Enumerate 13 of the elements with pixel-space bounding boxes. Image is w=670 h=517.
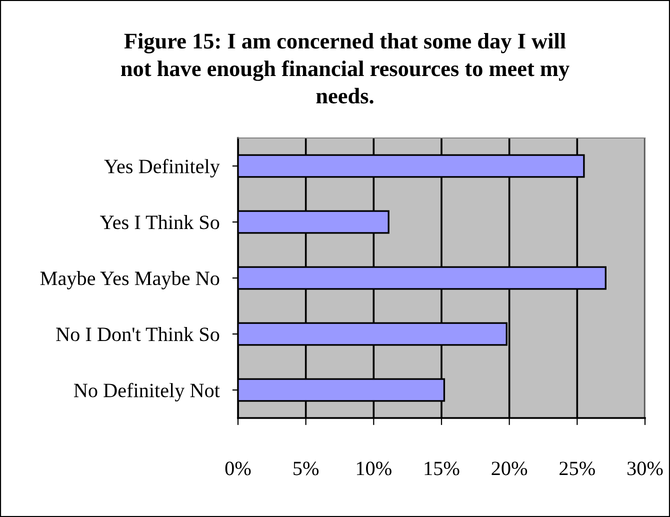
x-tick-label: 5% — [294, 462, 319, 476]
x-tick-label: 0% — [225, 462, 251, 476]
y-tick-label: Yes I Think So — [100, 215, 220, 230]
x-tick-label: 25% — [560, 462, 595, 476]
x-tick-label: 20% — [492, 462, 528, 476]
x-tick-label: 30% — [628, 462, 663, 476]
chart-title: Figure 15: I am concerned that some day I will not have enough financial resources to meet my needs. — [121, 33, 570, 104]
x-tick-label: 15% — [424, 462, 460, 476]
x-tick-label: 10% — [356, 462, 392, 476]
y-tick-label: No I Don't Think So — [56, 327, 220, 342]
y-tick-label: Yes Definitely — [104, 158, 220, 178]
y-tick-label: Maybe Yes Maybe No — [40, 271, 220, 290]
y-tick-label: No Definitely Not — [74, 382, 220, 402]
